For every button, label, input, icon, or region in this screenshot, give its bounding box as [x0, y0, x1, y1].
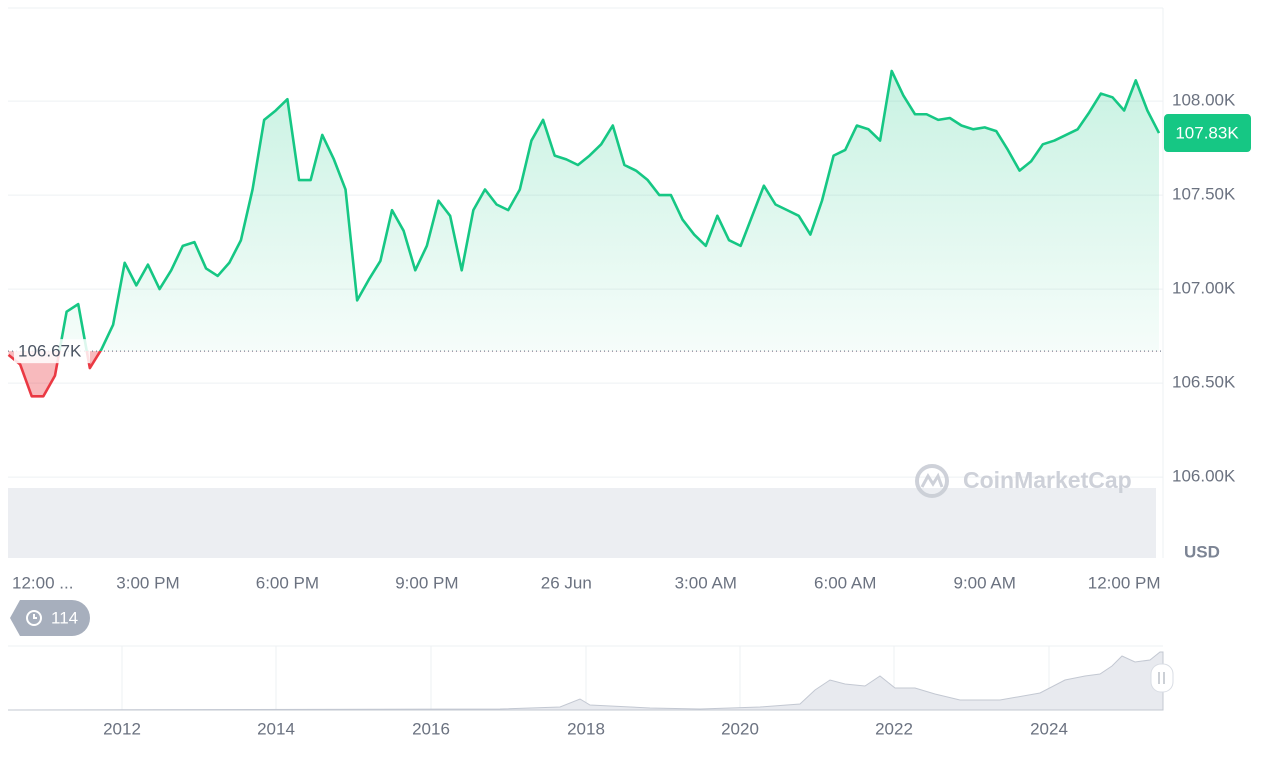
- x-tick-label: 9:00 PM: [395, 573, 458, 592]
- price-area: [8, 70, 1159, 397]
- badge-count: 114: [51, 608, 78, 627]
- currency-label: USD: [1184, 542, 1220, 561]
- badge[interactable]: 114: [10, 600, 90, 636]
- navigator-label: 2022: [875, 719, 913, 738]
- reference-label: 106.67K: [18, 342, 82, 361]
- x-tick-label: 6:00 AM: [814, 573, 876, 592]
- navigator-handle[interactable]: [1150, 663, 1174, 693]
- navigator[interactable]: 2012 2014 2016 2018 2020 2022 2024: [7, 645, 1174, 738]
- badge-icon: [26, 610, 42, 626]
- y-tick-label: 107.00K: [1172, 279, 1236, 298]
- x-tick-label: 26 Jun: [541, 573, 592, 592]
- navigator-label: 2016: [412, 719, 450, 738]
- watermark: CoinMarketCap: [915, 464, 1132, 498]
- badge-bg[interactable]: [10, 600, 90, 636]
- y-tick-label: 106.00K: [1172, 467, 1236, 486]
- x-tick-label: 6:00 PM: [256, 573, 319, 592]
- x-tick-label: 12:00 ...: [12, 573, 73, 592]
- x-tick-label: 3:00 PM: [116, 573, 179, 592]
- navigator-label: 2020: [721, 719, 759, 738]
- price-line: [7, 69, 1161, 398]
- navigator-label: 2018: [567, 719, 605, 738]
- navigator-area: [7, 651, 1164, 711]
- x-tick-label: 3:00 AM: [675, 573, 737, 592]
- volume-band: [8, 488, 1156, 558]
- badge-icon-hands: [33, 614, 37, 619]
- current-price-tag: [1164, 114, 1251, 153]
- watermark-text: CoinMarketCap: [963, 467, 1132, 493]
- reference-label-bg: [14, 339, 90, 364]
- y-tick-label: 106.50K: [1172, 373, 1236, 392]
- navigator-label: 2024: [1030, 719, 1068, 738]
- current-price-label: 107.83K: [1175, 124, 1239, 143]
- navigator-label: 2014: [257, 719, 295, 738]
- x-tick-label: 12:00 PM: [1088, 573, 1161, 592]
- navigator-label: 2012: [103, 719, 141, 738]
- x-tick-label: 9:00 AM: [953, 573, 1015, 592]
- y-tick-label: 108.00K: [1172, 91, 1236, 110]
- y-tick-label: 107.50K: [1172, 185, 1236, 204]
